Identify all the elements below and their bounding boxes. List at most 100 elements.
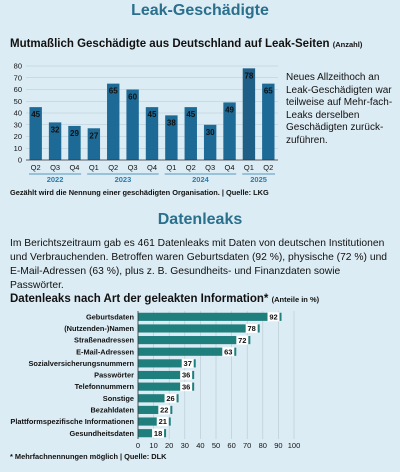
x-tick-label: Q2 bbox=[263, 163, 273, 172]
bar-value-label: 63 bbox=[224, 347, 232, 356]
bar bbox=[138, 347, 237, 356]
category-label: E-Mail-Adressen bbox=[76, 347, 134, 356]
x-tick-label: Q2 bbox=[186, 163, 196, 172]
page-title: Leak-Geschädigte bbox=[131, 2, 269, 19]
x-tick-label: 10 bbox=[149, 441, 157, 450]
bar bbox=[145, 107, 159, 160]
year-label: 2023 bbox=[115, 175, 132, 184]
chart1-subtitle-unit: (Anzahl) bbox=[332, 40, 363, 49]
y-tick-label: 20 bbox=[14, 132, 22, 141]
bar-value-label: 92 bbox=[269, 313, 277, 322]
bar-value-label: 45 bbox=[186, 110, 195, 119]
y-tick-label: 60 bbox=[14, 85, 22, 94]
bar-value-label: 27 bbox=[89, 131, 98, 140]
year-label: 2024 bbox=[192, 175, 210, 184]
y-tick-label: 40 bbox=[14, 109, 22, 118]
bar-value-label: 18 bbox=[154, 429, 162, 438]
bar bbox=[203, 124, 217, 160]
bar bbox=[138, 324, 260, 333]
bar-value-label: 32 bbox=[51, 125, 60, 134]
chart2-source-note: * Mehrfachnennungen möglich | Quelle: DL… bbox=[10, 452, 167, 461]
chart1-source-note: Gezählt wird die Nennung einer geschädig… bbox=[10, 188, 269, 197]
x-tick-label: Q4 bbox=[225, 163, 235, 172]
category-label: Straßenadressen bbox=[74, 336, 134, 345]
bar bbox=[48, 122, 62, 160]
category-label: (Nutzenden-)Namen bbox=[64, 324, 134, 333]
bar bbox=[242, 68, 256, 160]
bar-value-label: 30 bbox=[206, 128, 215, 137]
x-tick-label: 100 bbox=[288, 441, 301, 450]
bar-value-label: 37 bbox=[184, 359, 192, 368]
bar bbox=[184, 107, 197, 160]
bar bbox=[138, 394, 179, 403]
category-label: Plattformspezifische Informationen bbox=[10, 417, 134, 426]
bar-value-label: 72 bbox=[238, 336, 246, 345]
value-badge bbox=[267, 312, 280, 322]
x-tick-label: Q4 bbox=[147, 163, 157, 172]
bar bbox=[138, 336, 251, 345]
bar bbox=[138, 370, 195, 380]
bar-value-label: 26 bbox=[166, 394, 174, 403]
year-label: 2025 bbox=[250, 175, 267, 184]
x-tick-label: 0 bbox=[136, 441, 140, 450]
bar-value-label: 38 bbox=[167, 118, 176, 127]
value-badge bbox=[158, 405, 171, 415]
bar bbox=[138, 382, 195, 391]
x-tick-label: Q1 bbox=[244, 163, 254, 172]
x-tick-label: Q3 bbox=[50, 163, 60, 172]
datenleaks-intro-text: Im Berichtszeitraum gab es 461 Datenleak… bbox=[10, 238, 388, 291]
y-tick-label: 10 bbox=[14, 144, 22, 153]
value-badge bbox=[181, 358, 194, 368]
bar bbox=[126, 89, 139, 160]
value-badge bbox=[180, 382, 193, 392]
bar-value-label: 36 bbox=[182, 382, 190, 391]
bar bbox=[138, 429, 167, 438]
x-tick-label: 40 bbox=[196, 441, 204, 450]
x-tick-label: Q2 bbox=[31, 163, 41, 172]
x-tick-label: Q1 bbox=[166, 163, 176, 172]
bar-value-label: 78 bbox=[244, 71, 253, 80]
y-tick-label: 0 bbox=[18, 156, 22, 165]
bar bbox=[223, 102, 236, 160]
x-tick-label: Q4 bbox=[69, 163, 79, 172]
bar bbox=[138, 405, 173, 414]
bar-value-label: 36 bbox=[182, 371, 190, 380]
year-label: 2022 bbox=[47, 175, 64, 184]
chart1-side-text: Neues Allzeithoch an Leak-Geschädigten w… bbox=[286, 72, 393, 146]
y-tick-label: 80 bbox=[14, 62, 22, 71]
x-tick-label: 80 bbox=[259, 441, 267, 450]
x-tick-label: 50 bbox=[212, 441, 220, 450]
category-label: Gesundheitsdaten bbox=[70, 429, 135, 438]
bar-value-label: 29 bbox=[70, 129, 79, 138]
value-badge bbox=[236, 335, 249, 345]
bar-value-label: 22 bbox=[160, 406, 168, 415]
y-tick-label: 30 bbox=[14, 120, 22, 129]
x-tick-label: Q2 bbox=[108, 163, 118, 172]
value-badge bbox=[156, 417, 169, 427]
bar-value-label: 45 bbox=[31, 110, 40, 119]
category-label: Bezahldaten bbox=[90, 406, 134, 415]
category-label: Sozialversicherungsnummern bbox=[28, 359, 134, 368]
bar bbox=[138, 359, 196, 368]
category-label: Sonstige bbox=[103, 394, 134, 403]
bar-value-label: 21 bbox=[159, 417, 167, 426]
category-label: Geburtsdaten bbox=[86, 312, 135, 321]
section-title-datenleaks: Datenleaks bbox=[157, 211, 243, 228]
bar bbox=[138, 417, 171, 426]
chart1-subtitle-text: Mutmaßlich Geschädigte aus Deutschland a… bbox=[10, 38, 330, 50]
bar bbox=[165, 115, 178, 160]
value-badge bbox=[222, 347, 235, 357]
bar-value-label: 45 bbox=[148, 110, 157, 119]
value-badge bbox=[245, 323, 258, 333]
bar bbox=[29, 107, 42, 160]
category-label: Telefonnummern bbox=[75, 382, 135, 391]
bar bbox=[107, 83, 120, 160]
value-badge bbox=[180, 370, 193, 380]
chart2-subtitle: Datenleaks nach Art der geleakten Inform… bbox=[10, 293, 319, 305]
bar bbox=[138, 312, 282, 321]
bar-value-label: 65 bbox=[264, 87, 273, 96]
x-tick-label: 30 bbox=[181, 441, 189, 450]
